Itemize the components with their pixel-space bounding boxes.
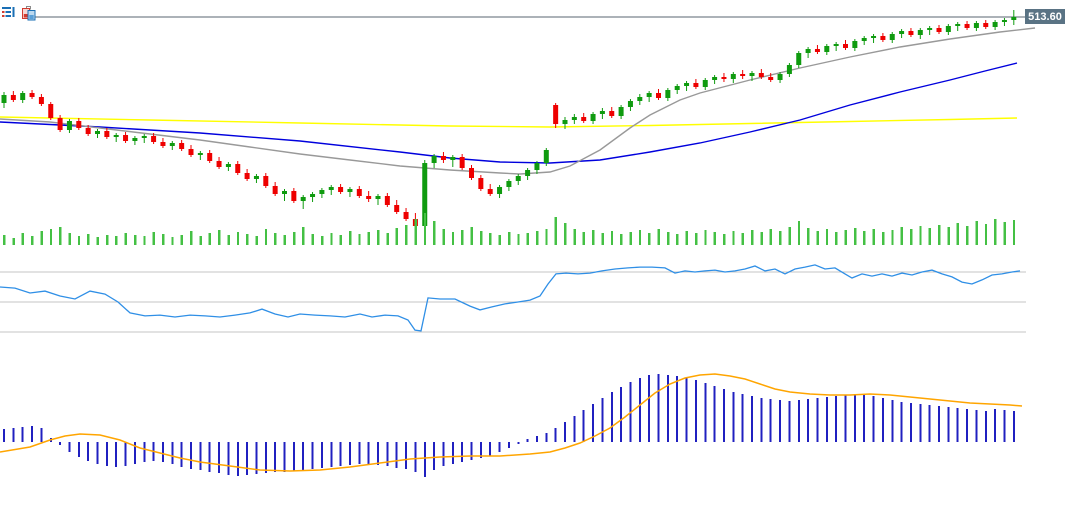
oscillator-gridlines — [0, 271, 1026, 333]
oscillator-line — [0, 264, 1021, 332]
quote-list-icon[interactable] — [1, 6, 15, 20]
last-price-value: 513.60 — [1028, 10, 1062, 23]
ma-mid-blue — [0, 62, 1018, 164]
candlestick-series — [1, 10, 1017, 230]
chart-copy-icon[interactable] — [22, 6, 36, 21]
macd-signal-line — [0, 373, 1023, 472]
ma-slow-yellow — [0, 116, 1018, 128]
volume-series — [3, 213, 1016, 245]
toolbar — [0, 6, 36, 22]
macd-histogram — [3, 374, 1015, 477]
last-price-label: 513.60 — [1025, 9, 1065, 24]
ma-fast-gray — [0, 27, 1036, 175]
